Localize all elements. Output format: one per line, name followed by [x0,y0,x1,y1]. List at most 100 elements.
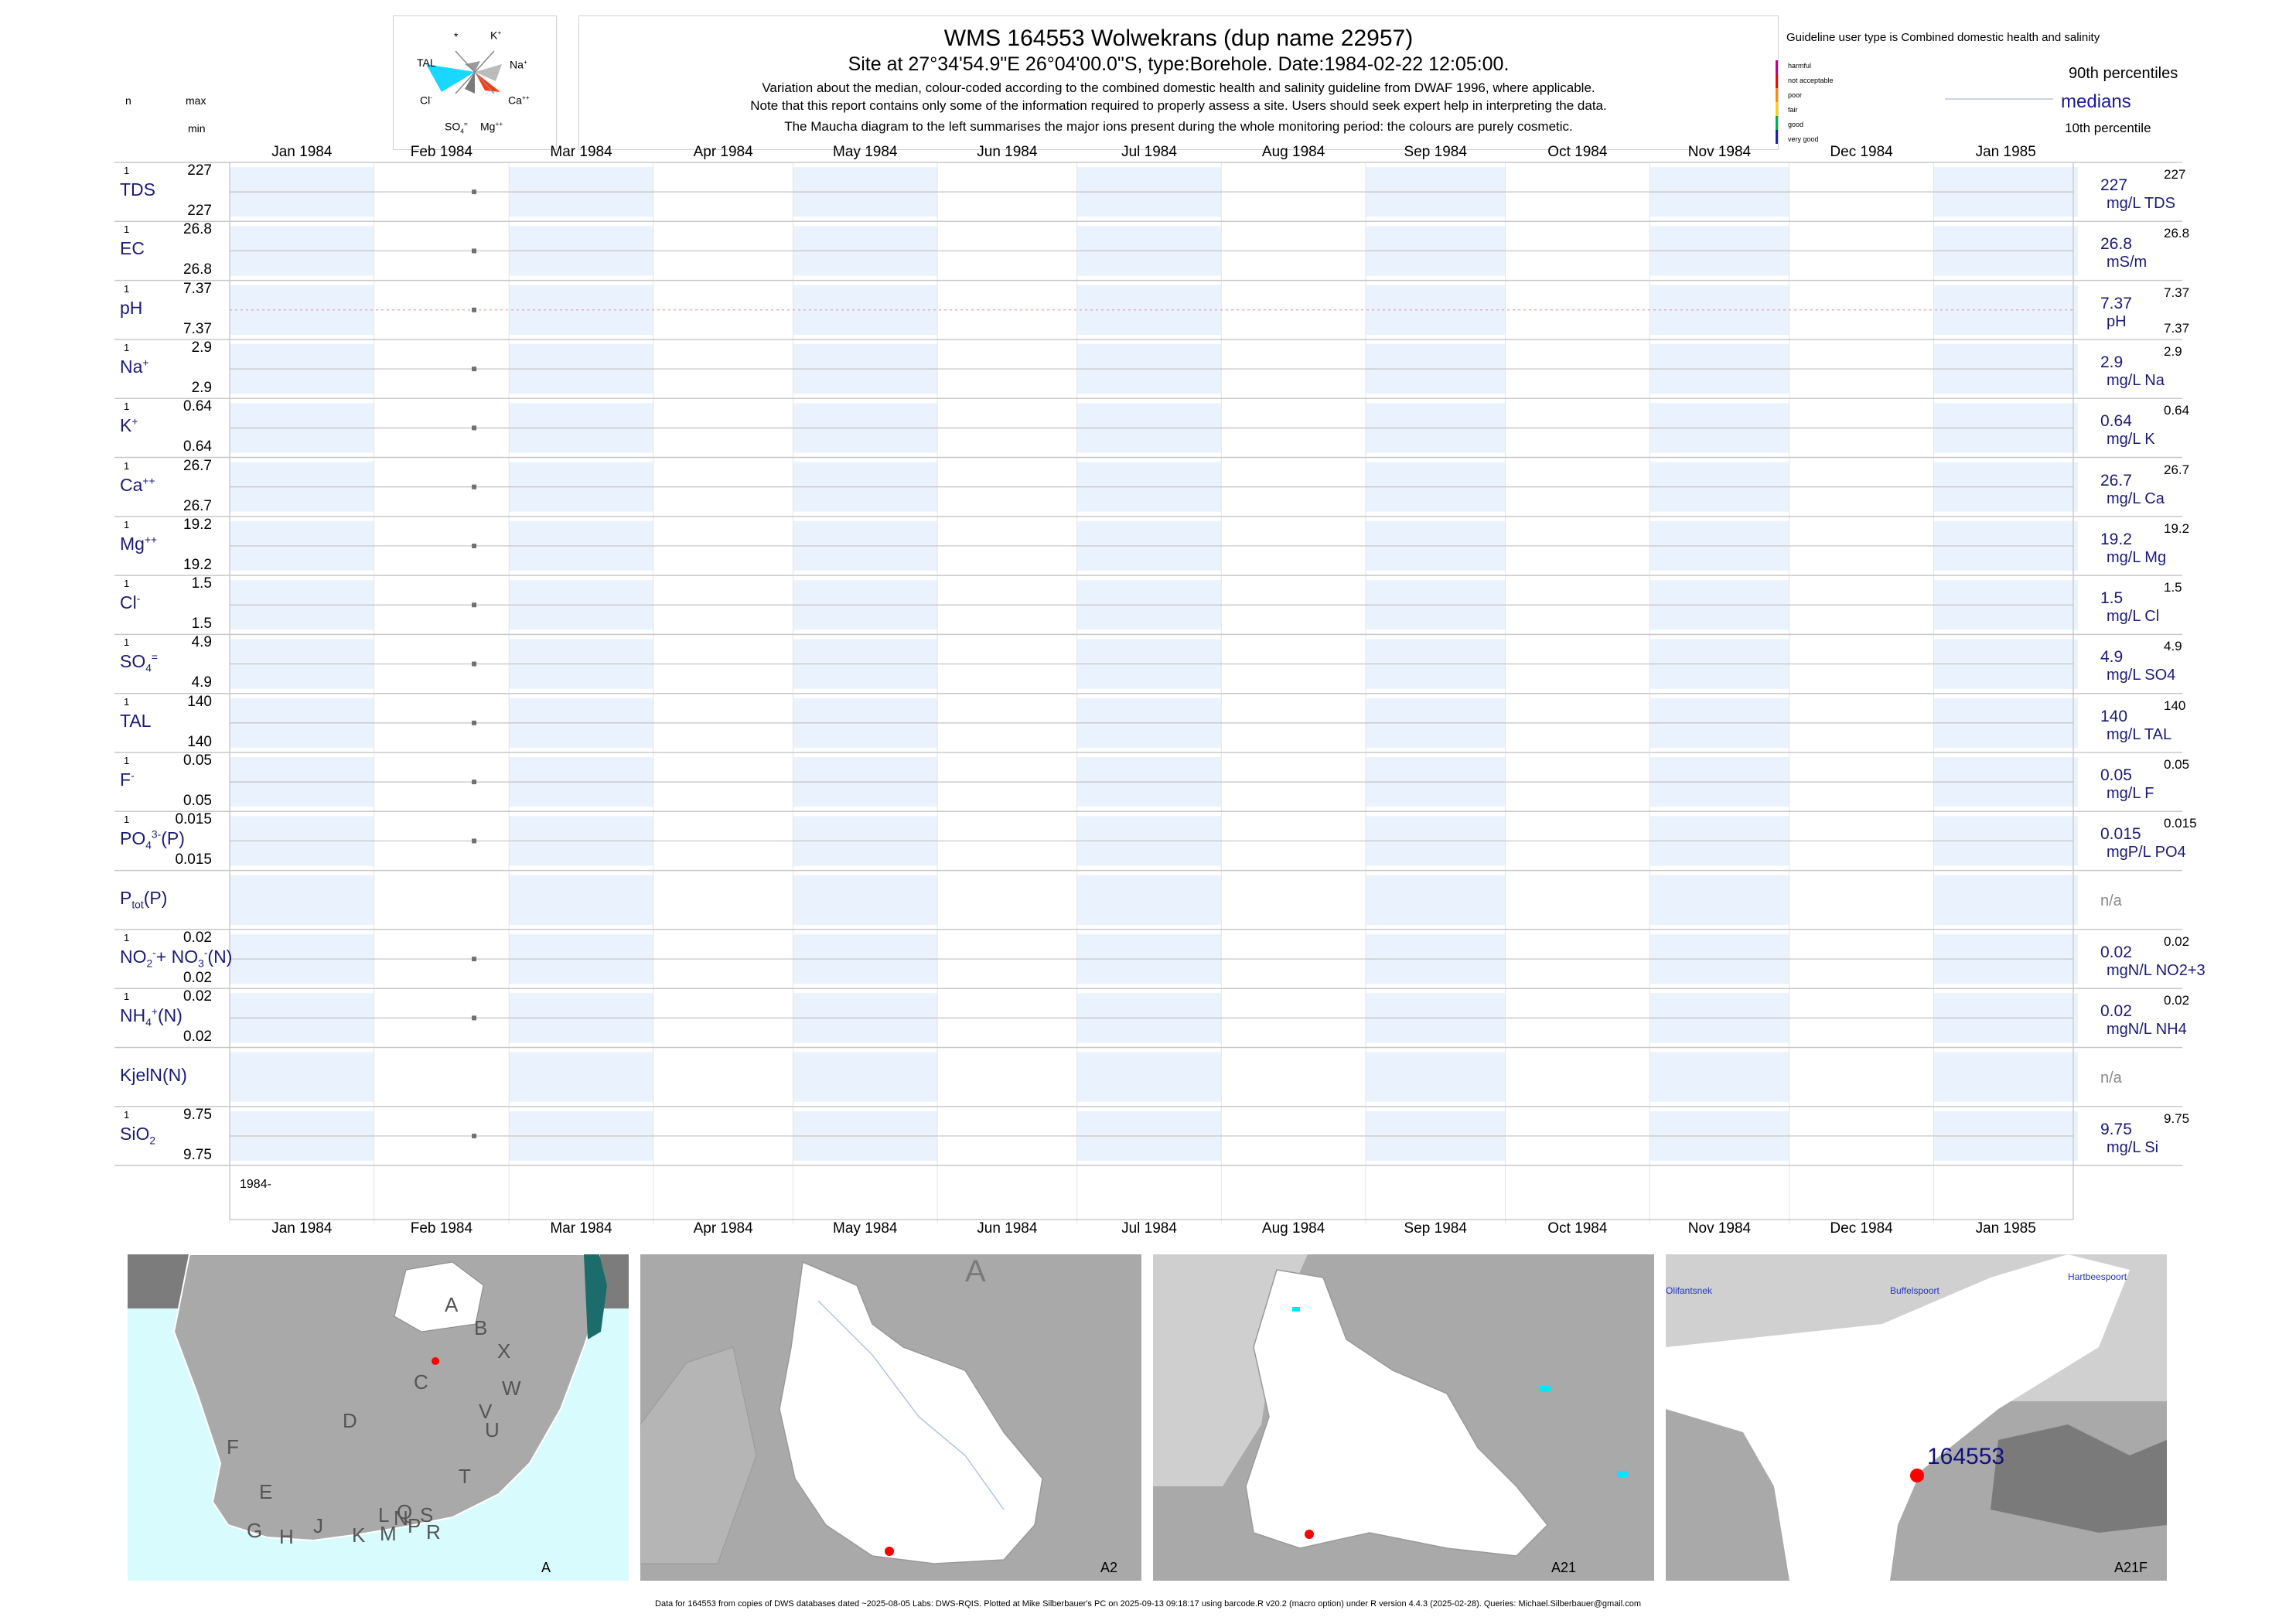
row-unit: mg/L TDS [2107,195,2175,212]
map-a21f-svg [1666,1254,2167,1581]
row-not-available: n/a [2100,1069,2122,1087]
row-max-value: 0.64 [183,398,212,415]
month-label-bottom: Jun 1984 [977,1220,1038,1237]
row-max-value: 0.05 [183,752,212,769]
month-label-bottom: Jan 1984 [271,1220,333,1237]
row-count: 1 [124,401,130,413]
row-unit: mg/L F [2107,785,2154,802]
month-label-bottom: Nov 1984 [1687,1220,1752,1237]
row-unit: mgP/L PO4 [2107,844,2186,861]
maucha-axis [455,50,495,94]
parameter-name: K+ [120,415,138,436]
map-a2-svg [640,1261,1043,1564]
note-2: Note that this report contains only some… [750,98,1607,113]
row-p90-value: 227 [2164,167,2186,182]
sample-point [472,720,477,725]
row-min-value: 2.9 [191,379,212,396]
row-max-value: 2.9 [191,339,212,356]
legend-class-swatch [1776,130,1778,144]
row-unit: mgN/L NO2+3 [2107,961,2206,979]
month-label-bottom: Dec 1984 [1830,1220,1893,1237]
map-sa-region-label: C [414,1370,428,1394]
parameter-name: Na+ [120,356,149,377]
legend-p90: 90th percentiles [2069,65,2178,82]
map-sa-region-label: Q [397,1500,413,1523]
map-sa-region-label: G [247,1519,263,1542]
parameter-name: pH [120,297,143,318]
map-a2-site-dot [885,1547,894,1556]
row-median-value: 7.37 [2100,294,2132,312]
maucha-k-wedge [465,61,480,72]
row-max-value: 0.015 [175,811,212,828]
sample-point [472,1133,477,1138]
row-unit: mg/L TAL [2107,725,2172,743]
map-a21f-olifantsnek: Olifantsnek [1666,1285,1713,1296]
row-min-value: 227 [187,203,212,219]
month-band [1076,1052,1222,1102]
parameter-name: NH4+(N) [120,1005,183,1029]
sample-point [472,661,477,667]
month-label-top: Jan 1985 [1975,144,2036,160]
map-a21-svg [1153,1254,1628,1557]
site-info: Site at 27°34'54.9"E 26°04'00.0"S, type:… [848,53,1510,75]
row-p90-value: 0.64 [2164,403,2190,418]
row-max-value: 0.02 [183,929,212,946]
map-sa-region-label: P [408,1514,421,1537]
row-median-value: 26.7 [2100,471,2132,490]
maucha-label-mg: Mg++ [480,120,503,133]
row-median-value: 0.05 [2100,766,2132,784]
map-a21: A21 [1153,1254,1654,1581]
month-label-top: Jan 1984 [271,144,333,160]
row-p90-value: 0.015 [2164,816,2197,831]
map-a21f-label: A21F [2114,1560,2148,1575]
row-min-value: 7.37 [183,320,212,337]
map-sa-region-label: U [485,1418,500,1441]
map-sa-region-label: K [352,1523,366,1547]
month-label-top: Mar 1984 [550,144,612,160]
sample-point [472,484,477,490]
parameter-name: PO43-(P) [120,828,185,851]
row-count: 1 [124,991,130,1003]
row-unit: mgN/L NH4 [2107,1021,2187,1039]
sample-point [472,957,477,962]
month-label-bottom: Jan 1985 [1975,1220,2036,1237]
row-median-value: 4.9 [2100,648,2124,667]
map-a21f-site-dot [1910,1469,1924,1482]
legend-class-5: very good [1788,135,1819,143]
month-label-top: Aug 1984 [1261,144,1325,160]
month-label-top: Apr 1984 [693,144,753,160]
row-p90-value: 4.9 [2164,639,2182,654]
map-sa-region-label: J [313,1514,323,1537]
legend-class-swatch [1776,102,1778,116]
row-unit: mg/L SO4 [2107,667,2176,684]
row-unit: mg/L Si [2107,1138,2159,1156]
min-column-header: min [188,122,206,135]
row-max-value: 19.2 [183,516,212,533]
row-max-value: 1.5 [191,575,212,592]
map-sa-region-label: N [394,1506,408,1530]
row-median-value: 2.9 [2100,353,2124,371]
maucha-label-cl: Cl- [420,94,433,107]
row-count: 1 [124,636,130,649]
row-p90-value: 1.5 [2164,580,2182,595]
row-min-value: 0.015 [175,851,212,868]
row-p90-value: 26.8 [2164,226,2190,241]
map-a2-river [817,1300,1005,1510]
row-min-value: 1.5 [191,616,212,633]
row-p10-value: 7.37 [2164,320,2190,336]
maucha-label-so4: SO4= [445,120,468,135]
map-sa-region-label: L [378,1503,390,1527]
row-min-value: 9.75 [183,1146,212,1163]
year-label: 1984- [240,1178,271,1191]
month-label-top: Feb 1984 [410,144,473,160]
map-sa-svg [128,1254,629,1542]
row-min-value: 0.05 [183,793,212,809]
maucha-label-na: Na+ [510,58,527,71]
month-label-top: Sep 1984 [1404,144,1467,160]
row-unit: mS/m [2107,254,2148,271]
map-a21f: Olifantsnek Buffelspoort Hartbeespoort 1… [1666,1254,2167,1581]
n-column-header: n [125,94,131,107]
row-max-value: 140 [187,693,212,710]
sample-point [472,189,477,195]
